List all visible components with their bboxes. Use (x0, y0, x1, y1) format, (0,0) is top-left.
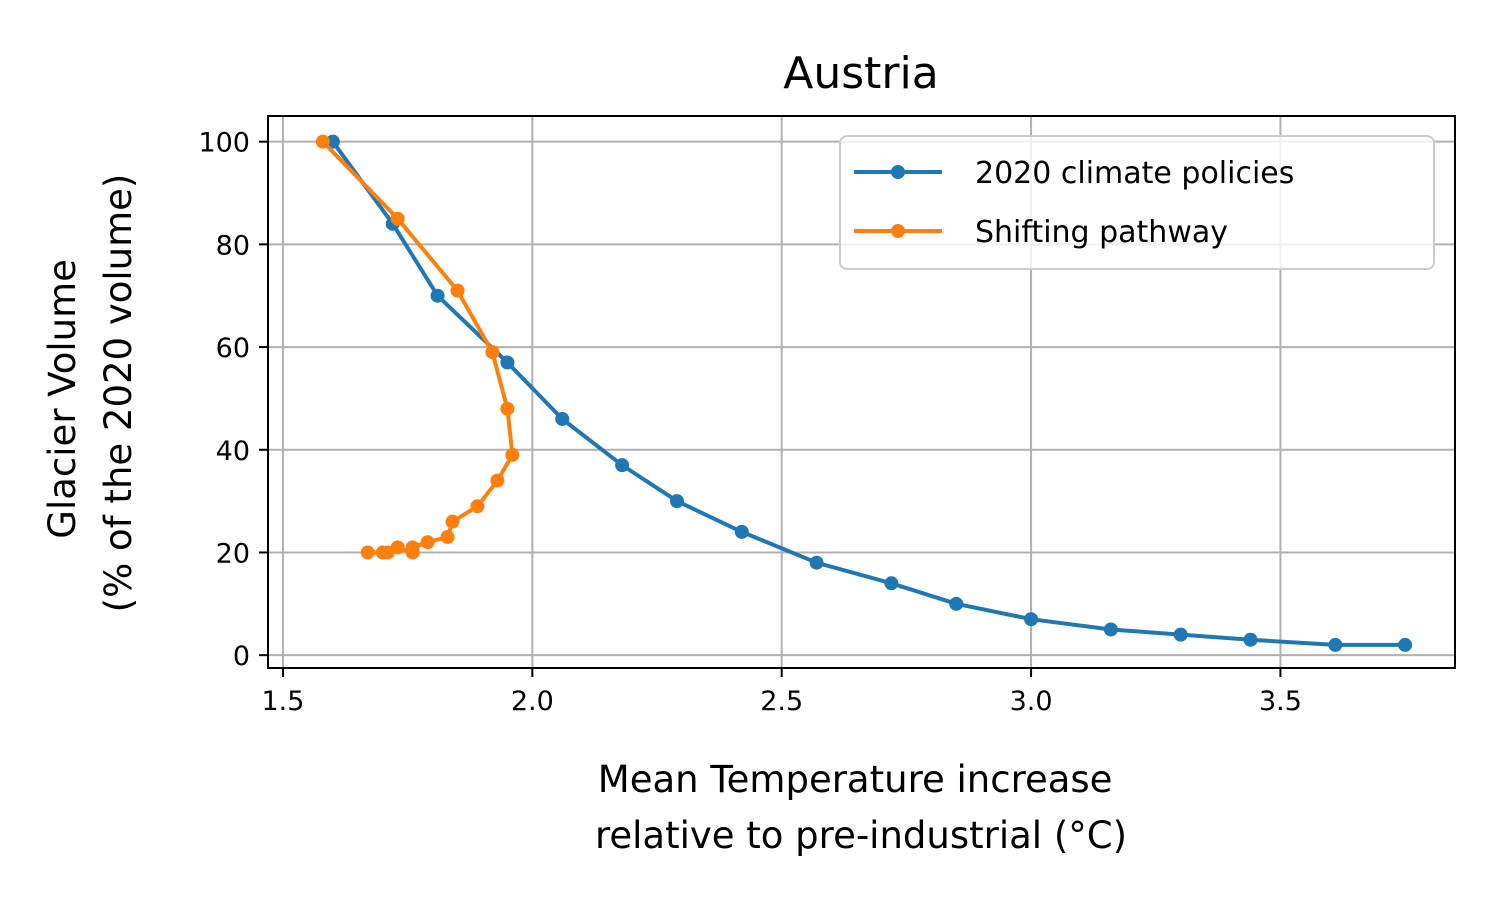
data-point (949, 596, 964, 611)
data-point (440, 530, 455, 545)
data-point (390, 211, 405, 226)
y-tick-label: 40 (216, 436, 250, 467)
x-tick-label: 3.5 (1259, 686, 1302, 717)
legend: 2020 climate policies Shifting pathway (839, 135, 1435, 270)
data-point (884, 576, 899, 591)
chart-title: Austria (783, 48, 938, 99)
data-point (1103, 622, 1118, 637)
data-point (360, 545, 375, 560)
plot-frame (267, 115, 1456, 669)
data-point (405, 545, 420, 560)
y-tick-label: 0 (233, 641, 250, 672)
data-point (1173, 627, 1188, 642)
data-point (315, 134, 330, 149)
axis-ticks: 1.5 2.0 2.5 3.0 3.5 0 20 40 60 80 100 (198, 128, 1301, 717)
data-point (500, 401, 515, 416)
data-point (375, 545, 390, 560)
y-axis-label-line-1: Glacier Volume (41, 259, 84, 539)
legend-item-2020-climate-policies: 2020 climate policies (854, 156, 1294, 191)
data-point (669, 494, 684, 509)
x-axis-label-line-2: relative to pre-industrial (°C) (595, 814, 1127, 857)
x-tick-label: 2.5 (760, 686, 803, 717)
x-tick-label: 3.0 (1010, 686, 1053, 717)
data-point (1243, 632, 1258, 647)
data-point (505, 447, 520, 462)
x-tick-label: 2.0 (511, 686, 554, 717)
data-point (1328, 637, 1343, 652)
data-point (490, 473, 505, 488)
data-point (430, 288, 445, 303)
data-point (1398, 637, 1413, 652)
plot-area (315, 134, 1413, 652)
legend-marker-2020-climate-policies (891, 165, 905, 179)
y-tick-label: 100 (198, 128, 250, 159)
y-tick-label: 60 (216, 333, 250, 364)
legend-marker-shifting-pathway (891, 224, 905, 238)
data-point (809, 555, 824, 570)
x-axis-label: Mean Temperature increase relative to pr… (595, 758, 1127, 857)
legend-box (839, 135, 1435, 270)
data-point (450, 283, 465, 298)
data-point (555, 411, 570, 426)
y-axis-label-line-2: (% of the 2020 volume) (97, 174, 140, 613)
data-point (420, 535, 435, 550)
data-point (485, 345, 500, 360)
x-axis-label-line-1: Mean Temperature increase (598, 758, 1113, 801)
data-point (1024, 612, 1039, 627)
data-point (734, 524, 749, 539)
data-point (470, 499, 485, 514)
y-axis-label: Glacier Volume (% of the 2020 volume) (41, 174, 140, 613)
legend-label-shifting-pathway: Shifting pathway (975, 215, 1228, 250)
legend-item-shifting-pathway: Shifting pathway (854, 215, 1228, 250)
legend-label-2020-climate-policies: 2020 climate policies (975, 156, 1294, 191)
y-tick-label: 20 (216, 538, 250, 569)
series-1 (315, 134, 520, 560)
y-tick-label: 80 (216, 230, 250, 261)
data-point (325, 134, 340, 149)
data-point (615, 458, 630, 473)
x-tick-label: 1.5 (261, 686, 304, 717)
data-point (500, 355, 515, 370)
data-point (445, 514, 460, 529)
